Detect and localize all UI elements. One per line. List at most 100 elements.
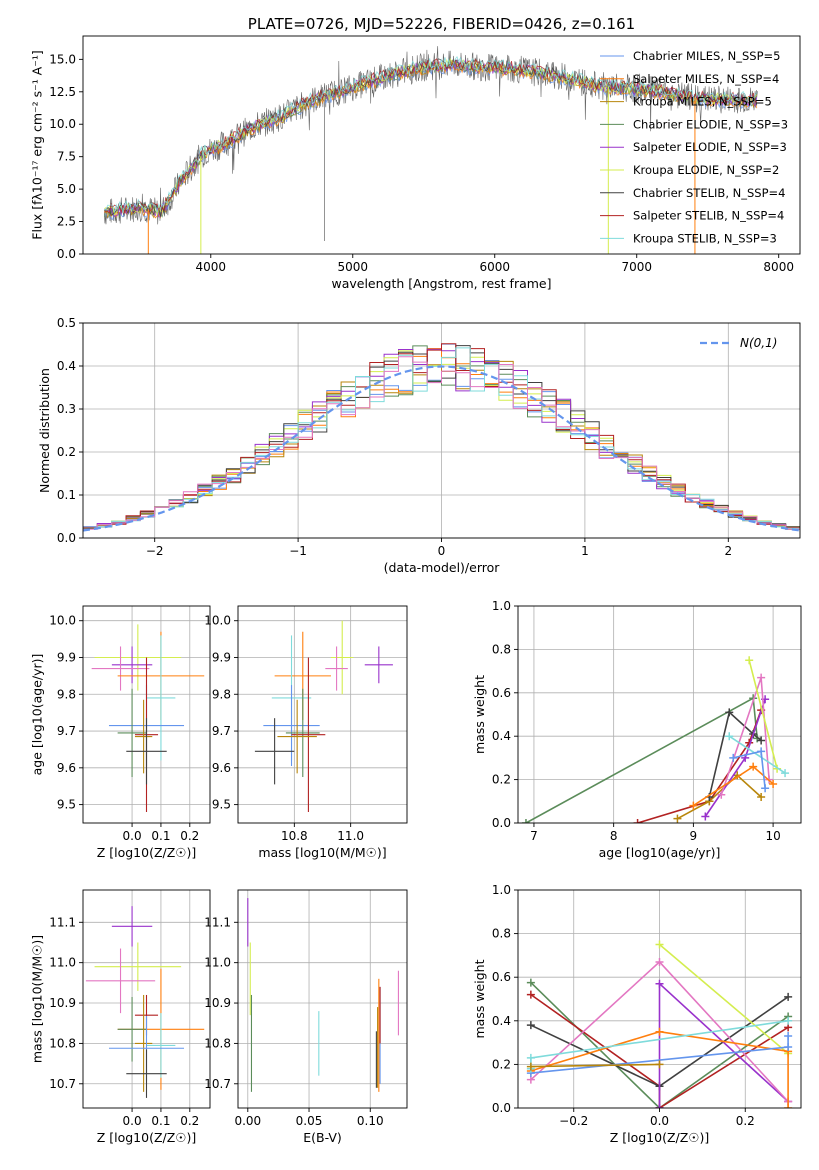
- weight-vs-age-series-marker: [729, 753, 738, 762]
- age-vs-mass-ytick-label: 9.9: [212, 650, 231, 664]
- residuals-plot-area: [83, 343, 800, 532]
- legend-entry: Salpeter MILES, N_SSP=4: [633, 72, 779, 86]
- legend-entry: Kroupa MILES, N_SSP=5: [633, 95, 772, 109]
- weight-vs-Z-series-marker: [526, 1062, 535, 1071]
- residuals-xtick-label: 0: [438, 544, 446, 558]
- legend-entry: Salpeter ELODIE, N_SSP=3: [633, 140, 787, 154]
- weight-vs-Z-series-marker: [784, 1042, 793, 1051]
- mass-vs-Z-frame: [82, 889, 211, 1109]
- residuals-ylabel: Normed distribution: [37, 368, 52, 493]
- age-vs-Z-xtick-label: 0.0: [123, 829, 142, 843]
- weight-vs-Z-ytick-label: 0.0: [492, 1101, 511, 1115]
- legend-entry: Chabrier STELIB, N_SSP=4: [633, 186, 785, 200]
- spectrum-ytick-label: 7.5: [57, 150, 76, 164]
- spectrum-ytick-label: 5.0: [57, 182, 76, 196]
- normal-curve: [83, 365, 800, 532]
- weight-vs-age-series-marker: [521, 819, 530, 823]
- weight-vs-Z-series-marker: [655, 940, 664, 949]
- weight-vs-Z-series-marker: [526, 978, 535, 987]
- legend-entry: Chabrier MILES, N_SSP=5: [633, 49, 780, 63]
- weight-vs-Z-series-line-9: [530, 1063, 660, 1068]
- weight-vs-Z-xlabel: Z [log10(Z/Z☉)]: [610, 1130, 710, 1145]
- age-vs-Z-frame: [82, 605, 211, 824]
- weight-vs-age-series-marker: [769, 779, 778, 788]
- weight-vs-Z-ytick-label: 1.0: [492, 883, 511, 897]
- spectrum-ytick-label: 12.5: [49, 85, 76, 99]
- spectrum-model-line-8: [104, 56, 758, 214]
- age-vs-Z-ytick-label: 9.8: [57, 687, 76, 701]
- weight-vs-Z-xtick-label: −0.2: [559, 1114, 588, 1128]
- mass-vs-Z-ytick-label: 10.9: [49, 996, 76, 1010]
- spectrum-ytick-label: 10.0: [49, 117, 76, 131]
- weight-vs-age-xtick-label: 9: [690, 829, 698, 843]
- residuals-ytick-label: 0.2: [57, 445, 76, 459]
- spectrum-plot-area: [103, 46, 758, 254]
- mass-vs-ebv-xtick-label: 0.10: [357, 1114, 384, 1128]
- mass-vs-Z-ytick-label: 10.8: [49, 1036, 76, 1050]
- weight-vs-Z-ylabel: mass weight: [472, 959, 487, 1038]
- age-vs-Z-ytick-label: 9.9: [57, 650, 76, 664]
- age-vs-mass-xtick-label: 11.0: [337, 829, 364, 843]
- weight-vs-Z-series-marker: [655, 1104, 664, 1108]
- mass-vs-Z-ylabel: mass [log10(M/M☉)]: [29, 935, 44, 1063]
- weight-vs-Z-series-marker: [655, 1027, 664, 1036]
- age-vs-Z-ytick-label: 9.7: [57, 724, 76, 738]
- mass-vs-ebv-ytick-label: 10.7: [204, 1077, 231, 1091]
- weight-vs-age-series-marker: [701, 812, 710, 821]
- age-vs-mass-xlabel: mass [log10(M/M☉)]: [258, 845, 386, 860]
- weight-vs-Z-series-marker: [784, 992, 793, 1001]
- residuals-ytick-label: 0.1: [57, 488, 76, 502]
- spectrum-xtick-label: 8000: [763, 260, 794, 274]
- mass-vs-ebv-ytick-label: 10.9: [204, 996, 231, 1010]
- weight-vs-Z-series-marker: [526, 990, 535, 999]
- weight-vs-age-series-marker: [689, 801, 698, 810]
- weight-vs-age-plot-area: [521, 656, 790, 823]
- age-vs-Z-ytick-label: 10.0: [49, 614, 76, 628]
- spectrum-xtick-label: 4000: [196, 260, 227, 274]
- weight-vs-age-ylabel: mass weight: [472, 675, 487, 754]
- weight-vs-age-series-marker: [761, 784, 770, 793]
- weight-vs-age-series-marker: [757, 673, 766, 682]
- age-vs-mass-frame: [237, 605, 408, 824]
- weight-vs-age-xtick-label: 7: [530, 829, 538, 843]
- spectrum-ytick-label: 2.5: [57, 215, 76, 229]
- histogram-step-9: [83, 356, 800, 531]
- mass-vs-Z-ytick-label: 11.0: [49, 956, 76, 970]
- spectrum-frame: [82, 35, 801, 255]
- weight-vs-Z-xtick-label: 0.2: [736, 1114, 755, 1128]
- age-vs-Z-xlabel: Z [log10(Z/Z☉)]: [97, 845, 197, 860]
- weight-vs-age-frame: [517, 605, 802, 824]
- age-vs-Z-xtick-label: 0.1: [151, 829, 170, 843]
- residuals-xtick-label: −2: [146, 544, 164, 558]
- mass-vs-ebv-ytick-label: 10.8: [204, 1036, 231, 1050]
- legend-entry: Kroupa STELIB, N_SSP=3: [633, 231, 777, 245]
- mass-vs-Z-xtick-label: 0.2: [180, 1114, 199, 1128]
- weight-vs-age-series-marker: [725, 708, 734, 717]
- residuals-ytick-label: 0.5: [57, 316, 76, 330]
- age-vs-mass-ytick-label: 9.6: [212, 761, 231, 775]
- mass-vs-Z-plot-area: [85, 906, 205, 1098]
- weight-vs-Z-series-marker: [526, 1021, 535, 1030]
- spectrum-xtick-label: 7000: [621, 260, 652, 274]
- mass-vs-ebv-ytick-label: 11.1: [204, 915, 231, 929]
- weight-vs-Z-xtick-label: 0.0: [650, 1114, 669, 1128]
- weight-vs-Z-series-marker: [784, 1104, 793, 1108]
- spectrum-ylabel: Flux [fλ10⁻¹⁷ erg cm⁻² s⁻¹ A⁻¹]: [29, 50, 44, 239]
- weight-vs-Z-series-line-5: [658, 943, 789, 1055]
- spectrum-ytick-label: 15.0: [49, 52, 76, 66]
- spectrum-ytick-label: 0.0: [57, 247, 76, 261]
- spectrum-xlabel: wavelength [Angstrom, rest frame]: [331, 276, 551, 291]
- weight-vs-age-series-marker: [757, 736, 766, 745]
- mass-vs-ebv-xtick-label: 0.05: [296, 1114, 323, 1128]
- age-vs-mass-xtick-label: 10.8: [281, 829, 308, 843]
- age-vs-Z-plot-area: [91, 624, 205, 812]
- mass-vs-Z-ytick-label: 10.7: [49, 1077, 76, 1091]
- age-vs-mass-ytick-label: 9.8: [212, 687, 231, 701]
- mass-vs-ebv-xtick-label: 0.00: [234, 1114, 261, 1128]
- residuals-xtick-label: −1: [289, 544, 307, 558]
- weight-vs-age-series-marker: [781, 769, 790, 778]
- weight-vs-age-series-marker: [757, 747, 766, 756]
- spectrum-title: PLATE=0726, MJD=52226, FIBERID=0426, z=0…: [248, 15, 635, 33]
- residuals-ytick-label: 0.3: [57, 402, 76, 416]
